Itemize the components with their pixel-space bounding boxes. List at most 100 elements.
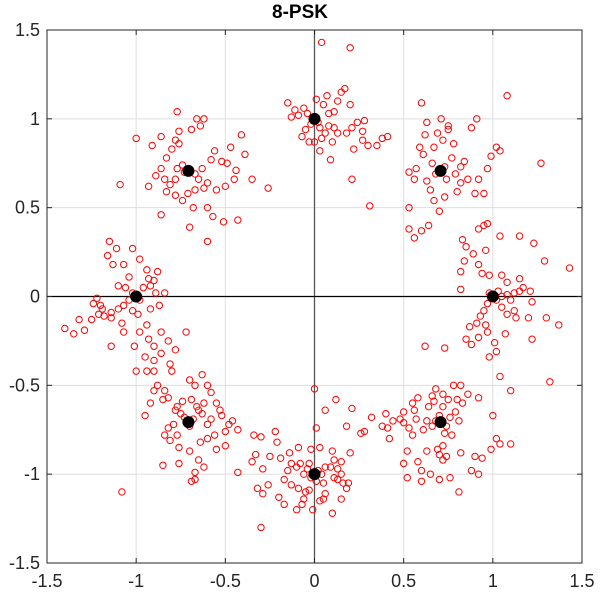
- received-point-marker: [301, 125, 310, 134]
- received-point-marker: [428, 392, 436, 400]
- received-point-marker: [337, 470, 345, 478]
- received-point-marker: [321, 490, 329, 498]
- received-point-marker: [175, 443, 183, 452]
- received-point-marker: [70, 330, 78, 338]
- received-point-marker: [423, 447, 431, 455]
- received-point-marker: [471, 452, 479, 461]
- received-point-marker: [333, 475, 342, 484]
- received-point-marker: [212, 445, 221, 453]
- received-point-marker: [185, 447, 194, 455]
- received-point-marker: [358, 136, 367, 144]
- received-point-marker: [248, 458, 256, 466]
- received-point-marker: [196, 438, 205, 446]
- received-point-marker: [542, 314, 551, 322]
- x-axis-ticks: -1.5 -1 -0.5 0 0.5 1 1.5: [31, 30, 595, 591]
- received-point-marker: [232, 166, 240, 175]
- received-point-marker: [383, 424, 392, 432]
- received-point-marker: [399, 459, 408, 468]
- received-point-marker: [471, 189, 479, 198]
- received-point-marker: [328, 509, 337, 517]
- received-point-marker: [193, 402, 201, 411]
- received-point-marker: [75, 315, 83, 324]
- received-point-marker: [196, 122, 205, 130]
- received-point-marker: [319, 479, 328, 487]
- received-point-marker: [346, 100, 354, 109]
- received-point-marker: [348, 175, 356, 183]
- received-point-marker: [305, 138, 313, 146]
- received-point-marker: [173, 108, 181, 116]
- received-point-marker: [118, 319, 126, 327]
- received-point-marker: [153, 381, 162, 390]
- received-point-marker: [342, 129, 351, 137]
- received-point-marker: [300, 470, 308, 478]
- received-point-marker: [555, 321, 563, 329]
- received-point-marker: [210, 431, 219, 439]
- received-point-marker: [266, 452, 274, 461]
- received-point-marker: [189, 203, 197, 212]
- received-point-marker: [435, 475, 444, 484]
- received-point-marker: [526, 287, 534, 295]
- received-point-marker: [119, 328, 128, 336]
- received-point-marker: [177, 410, 185, 418]
- received-point-marker: [489, 411, 497, 420]
- received-point-marker: [310, 138, 319, 146]
- received-point-marker: [159, 395, 167, 404]
- received-point-marker: [442, 452, 451, 461]
- received-point-marker: [328, 138, 337, 146]
- received-point-marker: [316, 147, 324, 155]
- received-point-marker: [430, 397, 438, 406]
- received-point-marker: [515, 232, 524, 240]
- received-point-marker: [152, 171, 160, 180]
- received-point-marker: [150, 367, 158, 375]
- received-point-marker: [366, 202, 374, 210]
- received-point-marker: [248, 175, 256, 183]
- received-point-marker: [144, 335, 153, 343]
- received-point-marker: [457, 163, 465, 171]
- received-point-marker: [337, 495, 345, 503]
- received-point-marker: [482, 246, 490, 255]
- received-point-marker: [428, 159, 436, 167]
- received-point-marker: [492, 347, 501, 356]
- received-point-marker: [157, 328, 165, 336]
- received-point-marker: [485, 271, 493, 279]
- received-point-marker: [458, 235, 467, 244]
- received-point-marker: [462, 243, 470, 251]
- received-point-marker: [478, 454, 486, 462]
- origin-axis-lines: [47, 30, 582, 563]
- received-point-marker: [271, 427, 279, 436]
- received-point-marker: [565, 264, 574, 272]
- received-point-marker: [503, 291, 511, 299]
- received-point-marker: [234, 468, 242, 477]
- received-point-marker: [191, 475, 199, 484]
- received-point-marker: [143, 321, 151, 329]
- received-point-marker: [119, 301, 128, 310]
- received-point-marker: [112, 244, 121, 253]
- received-point-marker: [490, 338, 499, 347]
- received-point-marker: [200, 184, 208, 192]
- received-point-marker: [150, 356, 158, 365]
- received-point-marker: [107, 342, 115, 350]
- received-point-marker: [107, 308, 115, 317]
- received-point-marker: [492, 143, 501, 151]
- received-point-marker: [483, 219, 492, 228]
- received-point-marker: [328, 447, 337, 455]
- received-point-marker: [209, 212, 217, 221]
- received-point-marker: [419, 150, 427, 159]
- received-point-marker: [467, 124, 476, 132]
- received-point-marker: [417, 466, 426, 475]
- received-point-marker: [141, 353, 149, 361]
- received-point-marker: [540, 257, 549, 265]
- received-point-marker: [253, 484, 262, 493]
- received-point-marker: [162, 187, 171, 196]
- received-point-marker: [487, 445, 495, 453]
- received-point-marker: [501, 330, 510, 338]
- received-point-marker: [440, 193, 449, 201]
- received-point-marker: [503, 278, 511, 286]
- received-point-marker: [212, 399, 221, 407]
- received-point-marker: [221, 442, 230, 450]
- received-point-marker: [414, 458, 422, 466]
- received-point-marker: [405, 225, 413, 233]
- received-point-marker: [194, 406, 203, 414]
- received-point-marker: [417, 99, 426, 107]
- received-point-marker: [280, 500, 288, 509]
